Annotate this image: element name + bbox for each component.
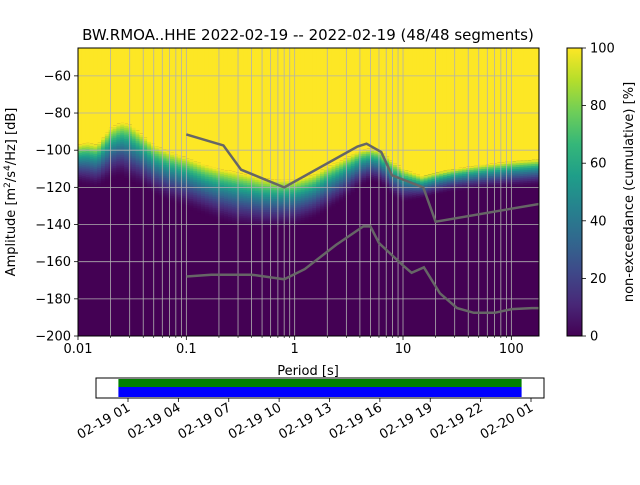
timeline-tick-label: 02-19 16 — [327, 400, 385, 442]
psd-plot: 0.01 0.1 1 10 100 −200 −180 −160 −140 −120 −100 −8… — [3, 47, 540, 379]
chart-title: BW.RMOA..HHE 2022-02-19 -- 2022-02-19 (4… — [82, 26, 534, 44]
timeline-tick-label: 02-20 01 — [478, 400, 536, 442]
colorbar-gradient — [566, 47, 583, 337]
y-tick-label: −200 — [35, 330, 71, 345]
high-noise-model-line — [185, 133, 539, 224]
timeline-tick-label: 02-19 04 — [125, 400, 183, 442]
y-tick-label: −160 — [35, 255, 71, 270]
x-axis-ticks: 0.01 0.1 1 10 100 — [64, 336, 524, 357]
y-tick-label: −140 — [35, 218, 71, 233]
timeline-coverage-bottom — [118, 387, 522, 397]
colorbar-tick-label: 60 — [590, 157, 607, 172]
timeline-coverage-top — [118, 379, 522, 387]
timeline-tick-label: 02-19 01 — [75, 400, 133, 442]
y-axis-label: Amplitude [m2/s4/Hz] [dB] — [3, 108, 19, 277]
y-tick-label: −80 — [44, 107, 71, 122]
y-tick-label: −120 — [35, 181, 71, 196]
colorbar-tick-label: 40 — [590, 214, 607, 229]
colorbar-ticks: 0 20 40 60 80 100 — [582, 42, 615, 345]
colorbar-tick-label: 0 — [590, 330, 598, 345]
timeline-tick-label: 02-19 10 — [226, 400, 284, 442]
y-tick-label: −60 — [44, 69, 71, 84]
colorbar-tick-label: 80 — [590, 99, 607, 114]
heatmap-layer — [78, 48, 539, 229]
timeline-tick-label: 02-19 07 — [176, 400, 234, 442]
timeline-tick-label: 02-19 19 — [377, 400, 435, 442]
plot-frame — [77, 47, 540, 337]
timeline-tick-label: 02-19 13 — [276, 400, 334, 442]
low-noise-model-line — [186, 225, 539, 315]
colorbar-label: non-exceedance (cumulative) [%] — [622, 82, 637, 302]
noise-models — [185, 133, 539, 315]
timeline-tick-label: 02-19 22 — [428, 400, 486, 442]
colorbar-tick-label: 100 — [590, 42, 615, 57]
x-tick-label: 100 — [499, 342, 524, 357]
y-tick-label: −180 — [35, 292, 71, 307]
x-tick-label: 1 — [291, 342, 299, 357]
x-tick-label: 0.1 — [176, 342, 197, 357]
x-axis-label: Period [s] — [277, 364, 339, 379]
y-axis-ticks: −200 −180 −160 −140 −120 −100 −80 −60 — [35, 69, 78, 345]
y-tick-label: −100 — [35, 144, 71, 159]
grid-lines — [78, 48, 539, 336]
x-tick-label: 0.01 — [64, 342, 93, 357]
x-tick-label: 10 — [395, 342, 412, 357]
colorbar-tick-label: 20 — [590, 272, 607, 287]
colorbar: 0 20 40 60 80 100 non-exceedance (cumulative)… — [566, 42, 637, 345]
